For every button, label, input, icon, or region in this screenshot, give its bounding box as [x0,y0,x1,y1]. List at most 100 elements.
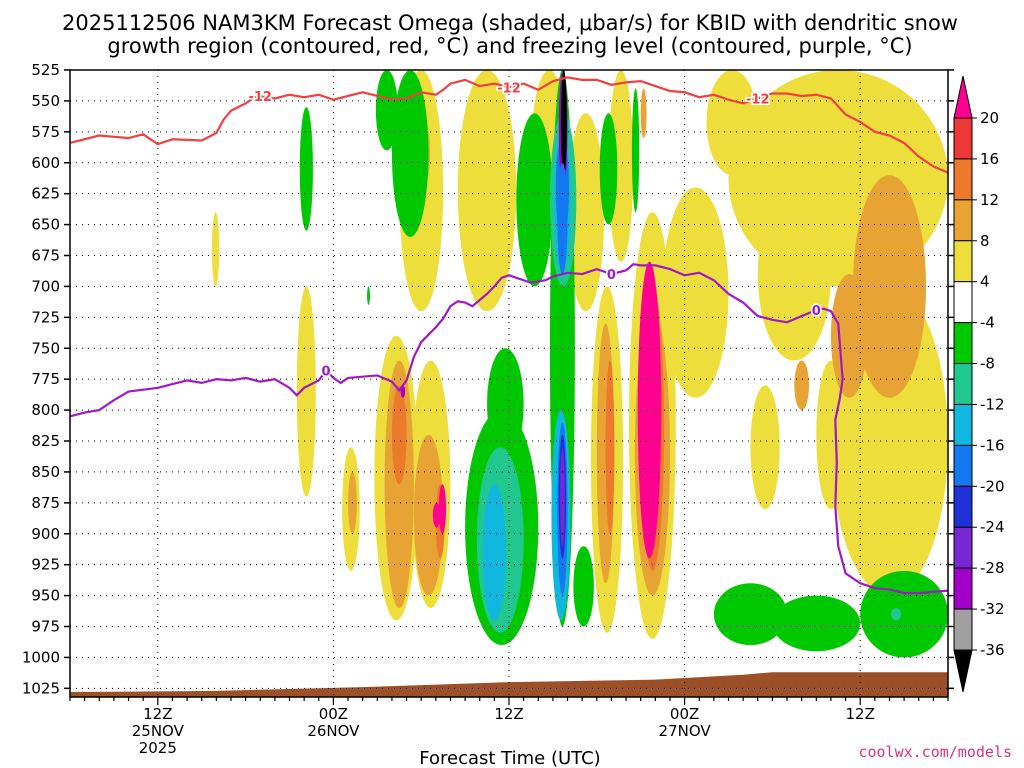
omega-blob [299,107,313,231]
omega-blob [567,113,605,312]
colorbar-label: -20 [980,477,1005,495]
omega-blob [757,187,831,361]
omega-blob [560,70,567,176]
omega-blob [560,447,565,547]
omega-blob [391,385,407,485]
y-tick-label: 750 [31,339,60,357]
y-tick-label: 875 [31,494,60,512]
colorbar-segment [953,485,973,528]
colorbar-label: 20 [980,109,999,127]
omega-blob [432,502,441,528]
omega-blob [457,70,517,312]
dendritic-contour-label: -12 [248,90,272,105]
colorbar-segment [953,567,973,610]
colorbar-label: 8 [980,232,990,250]
omega-blob [599,113,618,225]
omega-blob [662,187,729,398]
freezing-level-line [69,262,949,595]
dendritic-contour-label: -12 [497,81,521,96]
credit-link[interactable]: coolwx.com/models [858,743,1012,761]
y-tick-label: 675 [31,247,60,265]
freezing-level-label: 0 [322,365,331,380]
omega-blob [637,261,662,559]
y-tick-label: 775 [31,370,60,388]
dendritic-contour-label: -12 [746,92,770,107]
omega-blob [772,595,861,652]
omega-blob [367,286,370,305]
colorbar-top-arrow [953,75,973,119]
y-tick-label: 1000 [22,648,60,666]
colorbar-segment [953,199,973,242]
colorbar-segment [953,403,973,446]
colorbar-segment [953,117,973,160]
x-axis-title: Forecast Time (UTC) [419,748,600,768]
colorbar-label: -12 [980,395,1005,413]
colorbar-label: -32 [980,600,1005,618]
colorbar-bottom-arrow [953,649,973,693]
omega-blob [573,546,594,627]
contour-lines: -12 -12 -12 0 0 0 [69,76,949,595]
omega-blob [631,88,640,213]
x-tick-label: 12Z [846,705,875,723]
colorbar-segment [953,608,973,651]
omega-blob [852,175,927,398]
y-tick-label: 900 [31,525,60,543]
omega-blob [706,70,758,176]
colorbar-segment [953,322,973,365]
omega-blob [605,360,615,534]
colorbar: 20 16 12 8 4 -4 -8 -12 -16 -20 -24 -28 -32 -36 [953,75,1005,693]
y-tick-label: 950 [31,587,60,605]
y-tick-label: 625 [31,185,60,203]
y-tick-label: 700 [31,277,60,295]
y-tick-label: 850 [31,463,60,481]
omega-blob [890,607,902,621]
x-tick-label: 2025 [139,739,177,757]
omega-blob [608,70,634,262]
y-tick-label: 575 [31,123,60,141]
x-tick-label: 12Z [494,705,523,723]
y-tick-label: 925 [31,556,60,574]
x-tick-label: 26NOV [307,722,360,740]
colorbar-segment [953,240,973,283]
colorbar-label: 12 [980,191,999,209]
omega-blob [384,360,414,608]
omega-blob [375,70,398,151]
omega-blob [557,162,568,275]
dendritic-contour-line [69,76,949,174]
y-tick-label: 550 [31,92,60,110]
omega-blob [391,70,429,237]
omega-blob [516,113,553,287]
y-axis: 525 550 575 600 625 650 675 700 725 750 775 800 825 8… [22,61,954,697]
y-tick-label: 600 [31,154,60,172]
x-tick-label: 27NOV [659,722,712,740]
colorbar-label: -36 [980,641,1005,659]
x-tick-label: 00Z [670,705,699,723]
colorbar-segment [953,281,973,324]
omega-blob [413,434,444,596]
colorbar-label: 4 [980,273,990,291]
omega-blob [482,484,507,621]
chart-title-line1: 2025112506 NAM3KM Forecast Omega (shaded… [62,11,958,35]
grid-lines [70,70,948,697]
freezing-level-label: 0 [812,304,821,319]
terrain-ground [70,672,948,697]
colorbar-segment [953,158,973,201]
omega-blob [794,360,809,411]
y-tick-label: 800 [31,401,60,419]
freezing-level-label: 0 [607,268,616,283]
chart-title-line2: growth region (contoured, red, °C) and f… [107,34,912,58]
colorbar-label: 16 [980,150,999,168]
omega-blob [487,348,524,460]
omega-blob [750,385,780,510]
plot-area: -12 -12 -12 0 0 0 [69,69,949,698]
omega-blob [713,583,788,646]
colorbar-label: -8 [980,355,995,373]
omega-blob [640,88,647,139]
x-tick-label: 25NOV [132,722,185,740]
y-tick-label: 725 [31,308,60,326]
x-tick-label: 12Z [143,705,172,723]
colorbar-segment [953,363,973,405]
y-tick-label: 525 [31,61,60,79]
colorbar-segment [953,526,973,569]
